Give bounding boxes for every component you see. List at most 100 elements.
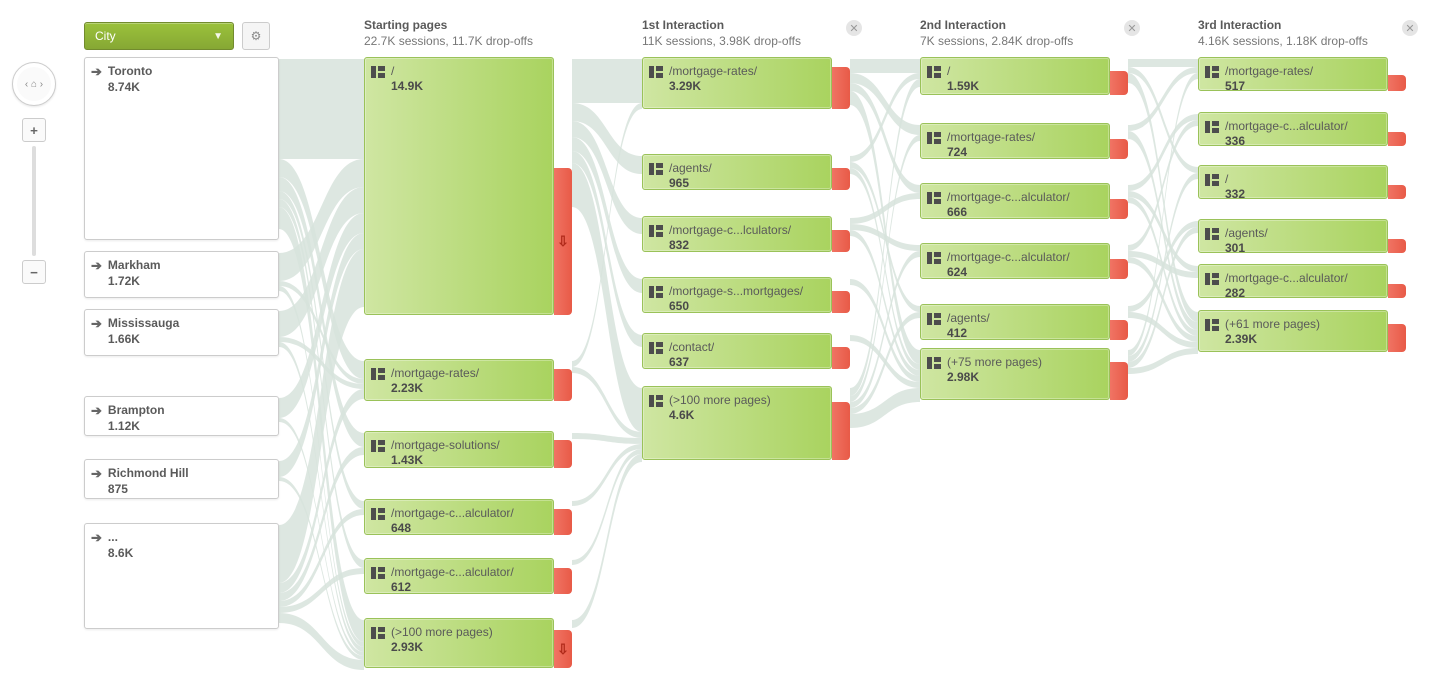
dropoff-indicator[interactable] [1388, 239, 1406, 253]
dropoff-indicator[interactable] [554, 440, 572, 468]
page-node[interactable]: /mortgage-c...alculator/666 [920, 183, 1110, 219]
source-node[interactable]: ➔Markham1.72K [84, 251, 279, 298]
dropoff-indicator[interactable] [1388, 284, 1406, 298]
dropoff-indicator[interactable] [1110, 259, 1128, 279]
column-subtitle: 4.16K sessions, 1.18K drop-offs [1198, 34, 1396, 48]
page-icon [371, 508, 385, 520]
page-value: 965 [669, 176, 712, 190]
page-node[interactable]: /mortgage-c...alculator/336 [1198, 112, 1388, 146]
dropoff-indicator[interactable] [832, 291, 850, 313]
dropoff-indicator[interactable] [1388, 132, 1406, 146]
dropoff-indicator[interactable] [832, 67, 850, 109]
page-icon [927, 192, 941, 204]
source-node[interactable]: ➔Brampton1.12K [84, 396, 279, 436]
column-close-button[interactable]: ✕ [1402, 20, 1418, 36]
arrow-right-icon: ➔ [91, 317, 102, 330]
page-node[interactable]: /mortgage-rates/3.29K [642, 57, 832, 109]
source-node[interactable]: ➔...8.6K [84, 523, 279, 629]
arrow-right-icon: ➔ [91, 259, 102, 272]
page-value: 2.23K [391, 381, 479, 395]
page-node[interactable]: /contact/637 [642, 333, 832, 369]
page-label: / [391, 64, 423, 78]
settings-button[interactable]: ⚙ [242, 22, 270, 50]
arrow-right-icon: ➔ [91, 531, 102, 544]
page-node[interactable]: /mortgage-c...alculator/624 [920, 243, 1110, 279]
zoom-out-button[interactable]: − [22, 260, 46, 284]
page-node[interactable]: /mortgage-c...alculator/612 [364, 558, 554, 594]
source-node[interactable]: ➔Mississauga1.66K [84, 309, 279, 356]
page-value: 301 [1225, 241, 1268, 253]
page-value: 336 [1225, 134, 1348, 146]
dropoff-indicator[interactable] [832, 347, 850, 369]
gear-icon: ⚙ [251, 29, 262, 43]
page-node[interactable]: /mortgage-rates/2.23K [364, 359, 554, 401]
page-node[interactable]: (>100 more pages)2.93K [364, 618, 554, 668]
dropoff-indicator[interactable] [1388, 185, 1406, 199]
dropoff-indicator[interactable] [1110, 320, 1128, 340]
page-node[interactable]: /agents/965 [642, 154, 832, 190]
dropoff-indicator[interactable] [554, 568, 572, 594]
page-node[interactable]: /mortgage-s...mortgages/650 [642, 277, 832, 313]
page-icon [1205, 228, 1219, 240]
dropoff-indicator[interactable] [1110, 139, 1128, 159]
column-title: 2nd Interaction [920, 18, 1118, 32]
page-value: 332 [1225, 187, 1245, 199]
page-label: /mortgage-solutions/ [391, 438, 500, 452]
arrow-down-icon: ⇩ [557, 641, 569, 658]
page-node[interactable]: /mortgage-c...alculator/648 [364, 499, 554, 535]
page-icon [1205, 319, 1219, 331]
dropoff-indicator[interactable] [1388, 75, 1406, 91]
dropoff-indicator[interactable] [832, 230, 850, 252]
dimension-dropdown-label: City [95, 29, 116, 43]
page-value: 666 [947, 205, 1070, 219]
page-node[interactable]: (+61 more pages)2.39K [1198, 310, 1388, 352]
dropoff-indicator[interactable] [1388, 324, 1406, 352]
page-node[interactable]: /mortgage-solutions/1.43K [364, 431, 554, 468]
page-value: 724 [947, 145, 1035, 159]
source-label: Markham [108, 258, 161, 272]
dimension-dropdown[interactable]: City ▼ [84, 22, 234, 50]
page-node[interactable]: /mortgage-rates/724 [920, 123, 1110, 159]
page-node[interactable]: (>100 more pages)4.6K [642, 386, 832, 460]
page-icon [927, 313, 941, 325]
dropoff-indicator[interactable]: ⇩ [554, 168, 572, 315]
dropoff-indicator[interactable] [1110, 199, 1128, 219]
nav-home-button[interactable]: ‹ ⌂ › [12, 62, 56, 106]
page-node[interactable]: /332 [1198, 165, 1388, 199]
dropoff-indicator[interactable] [1110, 362, 1128, 400]
dropoff-indicator[interactable] [554, 369, 572, 401]
page-label: /mortgage-rates/ [947, 130, 1035, 144]
page-value: 3.29K [669, 79, 757, 93]
page-value: 2.39K [1225, 332, 1320, 346]
page-node[interactable]: /agents/301 [1198, 219, 1388, 253]
page-value: 412 [947, 326, 990, 340]
page-value: 612 [391, 580, 514, 594]
zoom-in-button[interactable]: + [22, 118, 46, 142]
dropoff-indicator[interactable] [554, 509, 572, 535]
zoom-slider-track[interactable] [32, 146, 36, 256]
page-icon [927, 252, 941, 264]
page-node[interactable]: /mortgage-rates/517 [1198, 57, 1388, 91]
dropoff-indicator[interactable] [832, 402, 850, 460]
source-node[interactable]: ➔Toronto8.74K [84, 57, 279, 240]
dropoff-indicator[interactable] [832, 168, 850, 190]
page-label: (>100 more pages) [391, 625, 493, 639]
page-node[interactable]: /agents/412 [920, 304, 1110, 340]
dropoff-indicator[interactable] [1110, 71, 1128, 95]
page-node[interactable]: /14.9K [364, 57, 554, 315]
column-close-button[interactable]: ✕ [846, 20, 862, 36]
column-header: 2nd Interaction7K sessions, 2.84K drop-o… [920, 18, 1140, 58]
column-header: Starting pages22.7K sessions, 11.7K drop… [364, 18, 584, 58]
page-node[interactable]: /1.59K [920, 57, 1110, 95]
page-node[interactable]: (+75 more pages)2.98K [920, 348, 1110, 400]
page-icon [371, 440, 385, 452]
dropoff-indicator[interactable]: ⇩ [554, 630, 572, 668]
page-label: /mortgage-c...alculator/ [947, 250, 1070, 264]
page-icon [371, 368, 385, 380]
source-node[interactable]: ➔Richmond Hill875 [84, 459, 279, 499]
source-value: 1.12K [108, 419, 165, 433]
page-node[interactable]: /mortgage-c...alculator/282 [1198, 264, 1388, 298]
source-label: ... [108, 530, 133, 544]
column-close-button[interactable]: ✕ [1124, 20, 1140, 36]
page-node[interactable]: /mortgage-c...lculators/832 [642, 216, 832, 252]
